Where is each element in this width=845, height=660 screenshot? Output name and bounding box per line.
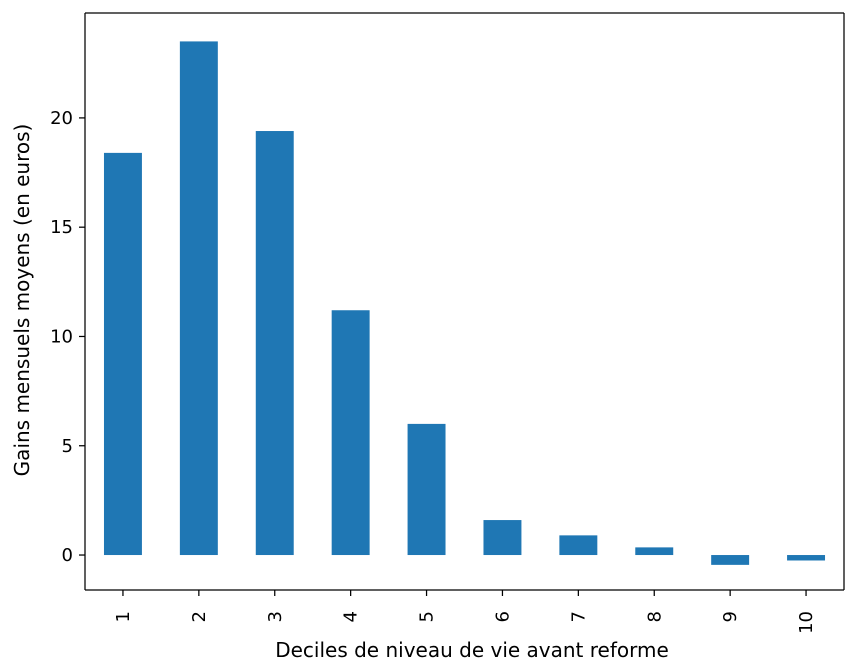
y-tick-label: 15 — [50, 217, 73, 238]
x-tick-label: 8 — [644, 611, 665, 622]
x-axis: 1 2 3 4 5 6 7 8 9 10 — [113, 590, 817, 634]
y-tick-label: 0 — [62, 545, 73, 566]
bar-decile-2 — [179, 41, 218, 556]
x-axis-label: Deciles de niveau de vie avant reforme — [275, 638, 669, 660]
bar-decile-9 — [711, 555, 750, 565]
bars — [103, 41, 826, 565]
y-axis: 0 5 10 15 20 — [50, 108, 85, 566]
bar-decile-10 — [787, 555, 826, 561]
bar-decile-7 — [559, 535, 598, 556]
y-axis-label: Gains mensuels moyens (en euros) — [10, 124, 34, 477]
bar-decile-8 — [635, 547, 674, 556]
x-tick-label: 5 — [417, 611, 438, 622]
bar-decile-4 — [331, 310, 370, 556]
y-tick-label: 20 — [50, 108, 73, 129]
x-tick-label: 4 — [341, 611, 362, 622]
y-tick-label: 5 — [62, 436, 73, 457]
bar-decile-6 — [483, 520, 522, 556]
bar-decile-3 — [255, 131, 294, 556]
axes-frame — [84, 12, 845, 591]
y-tick-label: 10 — [50, 326, 73, 347]
x-tick-label: 7 — [568, 611, 589, 622]
x-tick-label: 6 — [492, 611, 513, 622]
bar-decile-5 — [407, 423, 446, 556]
x-tick-label: 3 — [265, 611, 286, 622]
x-tick-label: 2 — [189, 611, 210, 622]
x-tick-label: 9 — [720, 611, 741, 622]
x-tick-label: 1 — [113, 611, 134, 622]
x-tick-label: 10 — [796, 611, 817, 634]
bar-decile-1 — [103, 152, 142, 556]
